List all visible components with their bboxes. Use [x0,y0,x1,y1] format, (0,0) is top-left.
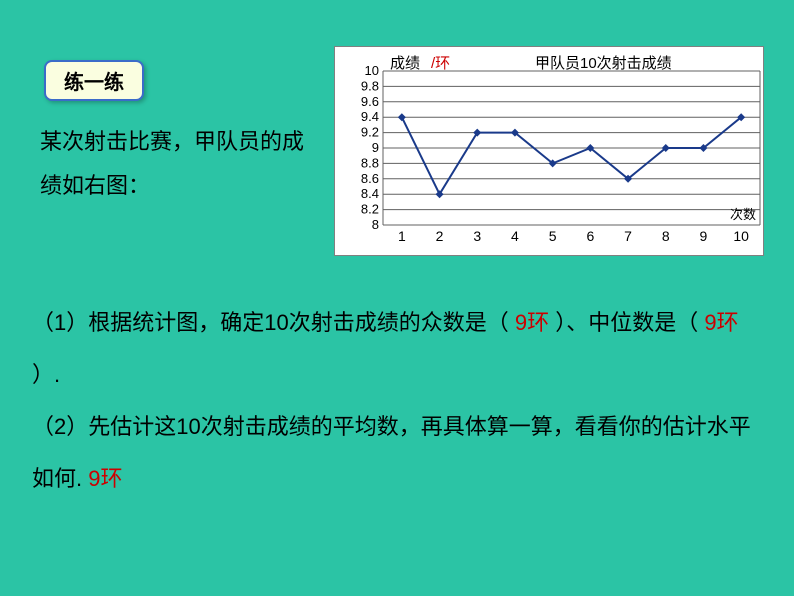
svg-text:9.2: 9.2 [361,125,379,140]
svg-text:次数: 次数 [730,207,756,222]
svg-text:9: 9 [372,140,379,155]
chart-container: 成绩 /环 甲队员10次射击成绩 88.28.48.68.899.29.49.6… [334,46,764,256]
q1-answer-median: 9环 [698,310,738,335]
svg-text:7: 7 [624,228,632,244]
q2-text: （2）先估计这10次射击成绩的平均数，再具体算一算，看看你的估计水平如何. [32,414,751,491]
svg-text:6: 6 [586,228,594,244]
svg-text:2: 2 [436,228,444,244]
svg-text:1: 1 [398,228,406,244]
svg-text:8.6: 8.6 [361,171,379,186]
svg-text:5: 5 [549,228,557,244]
svg-text:9.8: 9.8 [361,78,379,93]
q1-suffix: ）. [32,362,60,387]
svg-text:4: 4 [511,228,519,244]
svg-text:10: 10 [365,63,379,78]
svg-text:8: 8 [662,228,670,244]
svg-text:8.4: 8.4 [361,186,379,201]
svg-text:3: 3 [473,228,481,244]
question-block: （1）根据统计图，确定10次射击成绩的众数是（ 9环 ）、中位数是（ 9环 ）.… [32,297,764,505]
q1-answer-mode: 9环 [509,310,555,335]
svg-text:10: 10 [733,228,749,244]
svg-text:9: 9 [700,228,708,244]
q2-answer-mean: 9环 [82,466,122,491]
q1-prefix: （1）根据统计图，确定10次射击成绩的众数是（ [32,310,509,335]
svg-text:9.4: 9.4 [361,109,379,124]
svg-text:8.8: 8.8 [361,155,379,170]
svg-text:9.6: 9.6 [361,94,379,109]
svg-text:8: 8 [372,217,379,232]
chart-svg: 88.28.48.68.899.29.49.69.81012345678910次… [335,47,765,257]
intro-text: 某次射击比赛，甲队员的成绩如右图： [40,120,310,208]
q1-mid: ）、中位数是（ [555,310,698,335]
practice-label: 练一练 [44,60,144,101]
svg-text:8.2: 8.2 [361,202,379,217]
